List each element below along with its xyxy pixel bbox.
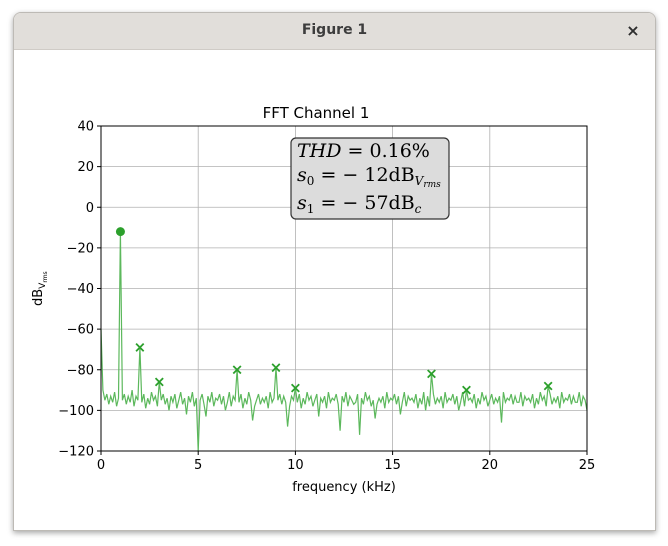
y-tick-label: 40 bbox=[77, 120, 94, 135]
annotation-background bbox=[290, 137, 450, 220]
x-tick-label: 20 bbox=[482, 458, 499, 473]
harmonic-marker bbox=[290, 383, 300, 393]
chart-title: FFT Channel 1 bbox=[263, 104, 370, 122]
y-tick-label: −60 bbox=[67, 323, 94, 338]
y-tick-label: 20 bbox=[77, 160, 94, 175]
y-ticks: −120 −100 −80 −60 −40 −20 0 20 40 bbox=[58, 120, 101, 460]
y-tick-label: −20 bbox=[67, 241, 94, 256]
y-axis-label: dBVrms bbox=[31, 271, 49, 306]
fft-chart: 0 5 10 15 20 25 −120 −100 −80 −60 −40 −20 0 20 40 FFT… bbox=[31, 104, 595, 495]
y-label-main: dB bbox=[31, 289, 46, 306]
spectrum-line bbox=[100, 231, 588, 452]
x-tick-label: 0 bbox=[97, 458, 105, 473]
harmonic-marker bbox=[232, 365, 242, 375]
annotation-box: THD = 0.16% s0 = − 12dBVrms s1 = − 57dBc bbox=[290, 137, 450, 220]
harmonic-marker bbox=[135, 342, 145, 352]
harmonic-marker bbox=[271, 363, 281, 373]
x-tick-label: 25 bbox=[579, 458, 596, 473]
plot-frame bbox=[100, 125, 588, 452]
thd-text: THD = 0.16% bbox=[297, 140, 430, 162]
y-label-sub: V bbox=[38, 282, 48, 289]
window-title: Figure 1 bbox=[301, 22, 368, 38]
s1-text: s1 = − 57dBc bbox=[297, 192, 422, 216]
y-tick-label: −120 bbox=[58, 445, 94, 460]
x-tick-label: 5 bbox=[194, 458, 202, 473]
x-axis-label: frequency (kHz) bbox=[292, 480, 396, 495]
harmonic-marker bbox=[543, 381, 553, 391]
s0-text: s0 = − 12dBVrms bbox=[297, 164, 441, 190]
fundamental-marker bbox=[115, 227, 125, 237]
harmonic-marker bbox=[427, 369, 436, 379]
x-tick-label: 10 bbox=[287, 458, 304, 473]
y-tick-label: −80 bbox=[67, 363, 94, 378]
y-tick-label: −100 bbox=[58, 404, 94, 419]
x-tick-label: 15 bbox=[384, 458, 401, 473]
harmonic-marker bbox=[462, 385, 471, 395]
y-label-subsub: rms bbox=[42, 271, 49, 282]
harmonic-markers bbox=[115, 227, 553, 395]
y-tick-label: 0 bbox=[86, 201, 94, 216]
y-tick-label: −40 bbox=[67, 282, 94, 297]
title-bar: Figure 1 × bbox=[14, 13, 655, 50]
figure-window: Figure 1 × 0 5 10 15 20 25 −120 −100 −80 −60 −40−… bbox=[13, 12, 656, 531]
harmonic-marker bbox=[154, 377, 164, 387]
close-icon[interactable]: × bbox=[626, 21, 640, 40]
x-ticks: 0 5 10 15 20 25 bbox=[97, 451, 595, 473]
